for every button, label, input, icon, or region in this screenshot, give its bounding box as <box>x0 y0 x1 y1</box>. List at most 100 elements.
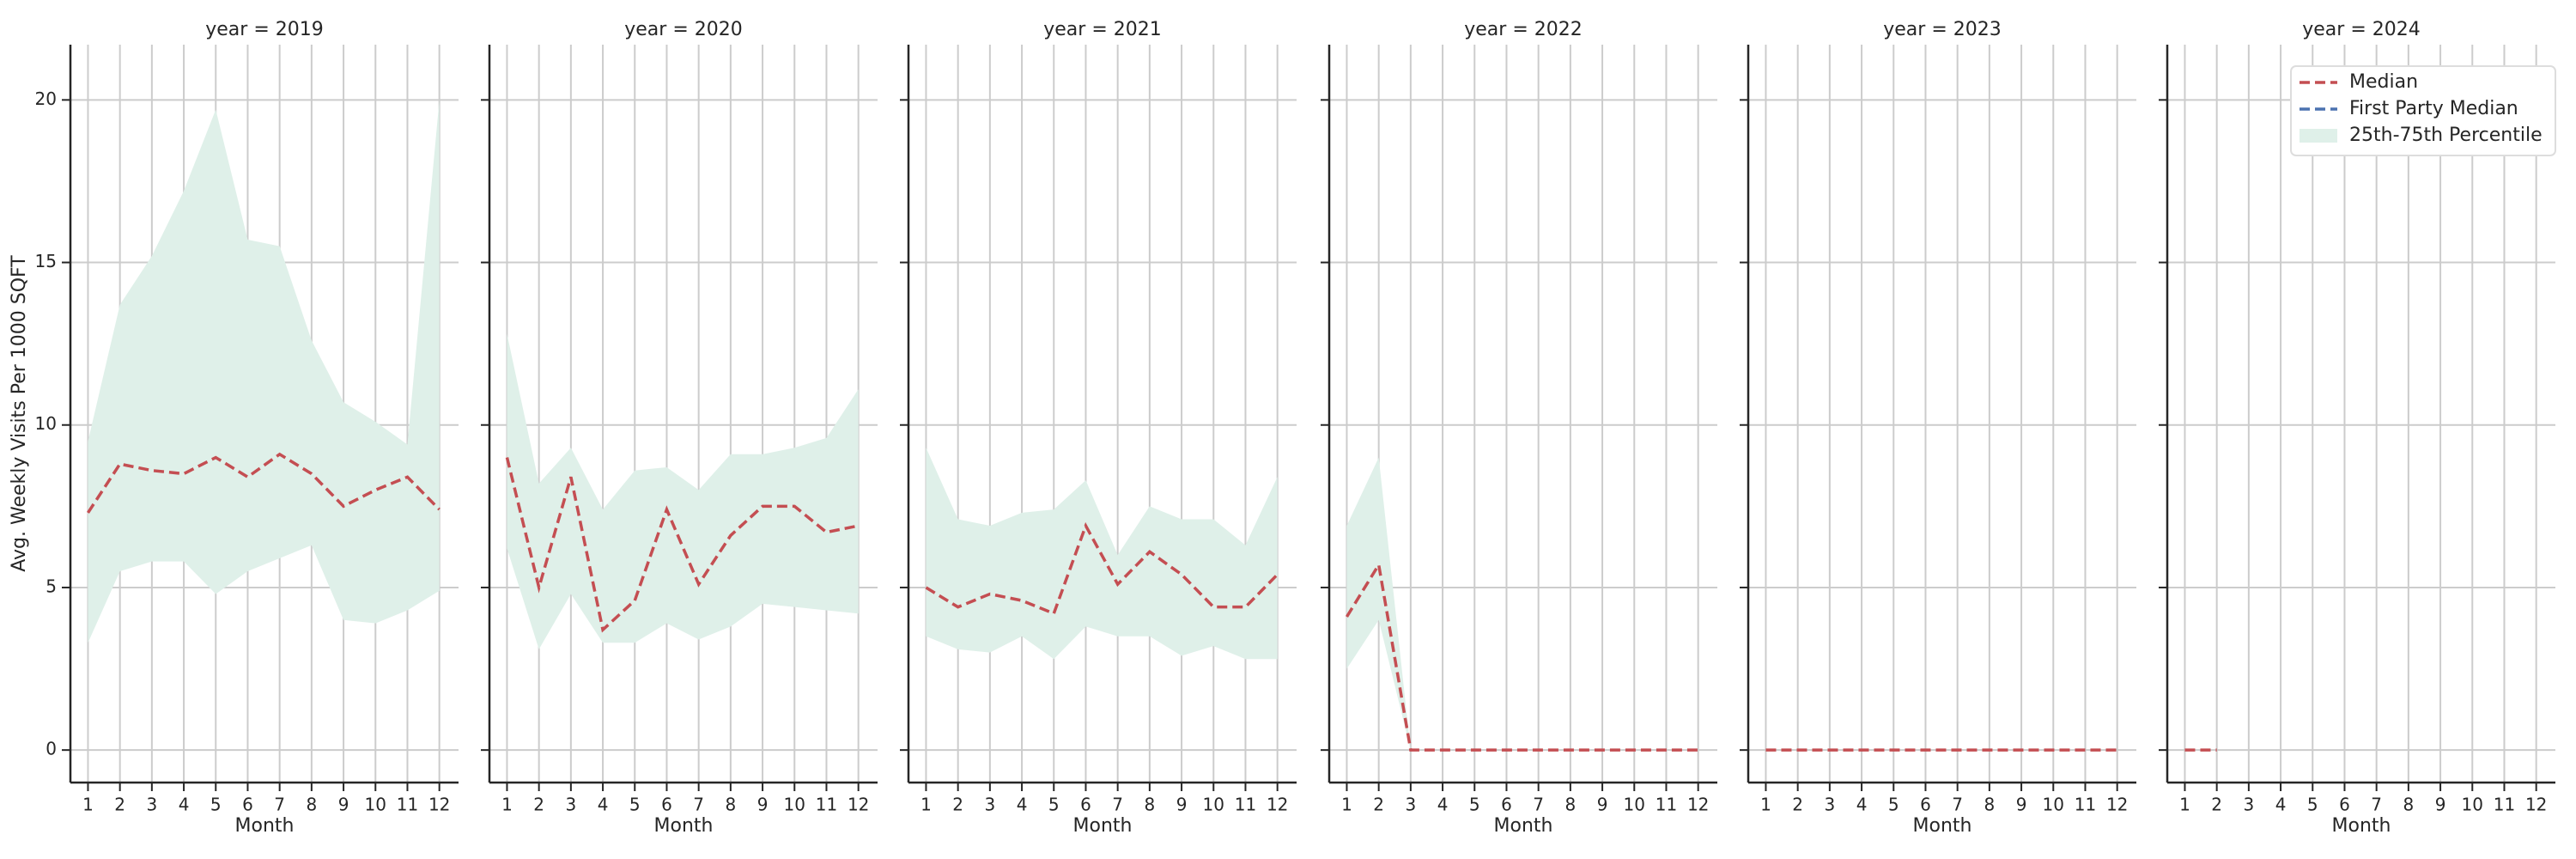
x-tick-label: 7 <box>1533 795 1544 815</box>
x-tick-label: 10 <box>365 795 386 815</box>
y-tick-label: 5 <box>46 576 57 596</box>
x-tick-label: 7 <box>274 795 285 815</box>
x-tick-label: 8 <box>1984 795 1996 815</box>
percentile-band <box>507 333 859 649</box>
legend-label: 25th-75th Percentile <box>2349 125 2543 146</box>
x-tick-label: 11 <box>2075 795 2096 815</box>
x-tick-label: 2 <box>1373 795 1384 815</box>
median-line <box>86 452 440 514</box>
facet-title: year = 2020 <box>624 19 743 40</box>
x-tick-label: 7 <box>693 795 704 815</box>
x-tick-label: 4 <box>598 795 609 815</box>
x-axis-label: Month <box>235 815 295 837</box>
x-tick-label: 6 <box>661 795 672 815</box>
x-tick-label: 3 <box>146 795 157 815</box>
x-tick-label: 10 <box>1624 795 1645 815</box>
y-tick-label: 20 <box>35 88 57 109</box>
legend-swatch <box>2300 129 2337 143</box>
x-tick-label: 11 <box>816 795 837 815</box>
x-axis-label: Month <box>654 815 714 837</box>
x-axis-label: Month <box>1494 815 1553 837</box>
x-tick-label: 9 <box>2435 795 2446 815</box>
x-tick-label: 7 <box>2371 795 2382 815</box>
x-tick-label: 6 <box>1080 795 1091 815</box>
x-tick-label: 12 <box>1267 795 1288 815</box>
x-tick-label: 3 <box>984 795 995 815</box>
x-tick-label: 9 <box>338 795 349 815</box>
x-tick-label: 2 <box>114 795 125 815</box>
median-line <box>505 457 860 633</box>
x-tick-label: 8 <box>2403 795 2415 815</box>
y-tick-label: 15 <box>35 251 57 271</box>
x-tick-label: 5 <box>210 795 222 815</box>
x-tick-label: 11 <box>397 795 418 815</box>
x-tick-label: 6 <box>1920 795 1931 815</box>
x-tick-label: 5 <box>1048 795 1060 815</box>
x-tick-label: 3 <box>2243 795 2254 815</box>
x-tick-label: 4 <box>179 795 190 815</box>
x-tick-label: 11 <box>1235 795 1256 815</box>
x-tick-label: 3 <box>565 795 576 815</box>
x-tick-label: 2 <box>1792 795 1803 815</box>
x-tick-label: 10 <box>784 795 805 815</box>
x-tick-label: 3 <box>1824 795 1835 815</box>
x-tick-label: 1 <box>2179 795 2190 815</box>
median-line <box>1345 560 1698 752</box>
facet-title: year = 2021 <box>1043 19 1162 40</box>
x-tick-label: 11 <box>1656 795 1677 815</box>
x-tick-label: 9 <box>1597 795 1608 815</box>
facet-title: year = 2024 <box>2302 19 2421 40</box>
x-tick-label: 8 <box>1145 795 1156 815</box>
x-tick-label: 12 <box>2106 795 2128 815</box>
x-tick-label: 7 <box>1112 795 1123 815</box>
x-tick-label: 12 <box>428 795 450 815</box>
x-tick-label: 10 <box>1203 795 1224 815</box>
x-tick-label: 1 <box>501 795 513 815</box>
x-tick-label: 2 <box>533 795 544 815</box>
x-tick-label: 1 <box>1760 795 1771 815</box>
x-tick-label: 8 <box>726 795 737 815</box>
x-tick-label: 4 <box>1017 795 1028 815</box>
x-tick-label: 9 <box>2016 795 2027 815</box>
x-tick-label: 5 <box>629 795 641 815</box>
facet-title: year = 2019 <box>205 19 324 40</box>
x-tick-label: 5 <box>1888 795 1899 815</box>
x-tick-label: 12 <box>848 795 869 815</box>
facet-title: year = 2023 <box>1883 19 2002 40</box>
x-tick-label: 1 <box>1341 795 1352 815</box>
x-tick-label: 12 <box>1687 795 1709 815</box>
x-tick-label: 9 <box>757 795 769 815</box>
x-tick-label: 11 <box>2494 795 2515 815</box>
x-axis-label: Month <box>1073 815 1133 837</box>
x-tick-label: 4 <box>2275 795 2287 815</box>
x-tick-label: 6 <box>1501 795 1512 815</box>
x-tick-label: 1 <box>82 795 94 815</box>
x-axis-label: Month <box>2332 815 2391 837</box>
x-tick-label: 12 <box>2525 795 2547 815</box>
x-tick-label: 5 <box>1469 795 1480 815</box>
legend-label: First Party Median <box>2349 98 2518 119</box>
legend-box <box>2290 65 2556 156</box>
facet-title: year = 2022 <box>1464 19 1583 40</box>
legend-label: Median <box>2349 71 2418 93</box>
y-axis-label: Avg. Weekly Visits Per 1000 SQFT <box>9 255 30 572</box>
x-tick-label: 4 <box>1856 795 1868 815</box>
x-tick-label: 7 <box>1952 795 1963 815</box>
median-line <box>925 521 1279 616</box>
x-tick-label: 10 <box>2462 795 2483 815</box>
percentile-band <box>1346 457 1698 751</box>
y-tick-label: 0 <box>46 739 57 759</box>
x-tick-label: 9 <box>1176 795 1188 815</box>
y-tick-label: 10 <box>35 413 57 434</box>
x-tick-label: 2 <box>952 795 963 815</box>
x-tick-label: 8 <box>307 795 318 815</box>
x-tick-label: 6 <box>242 795 253 815</box>
x-tick-label: 5 <box>2307 795 2318 815</box>
x-tick-label: 6 <box>2339 795 2350 815</box>
x-tick-label: 4 <box>1437 795 1449 815</box>
x-tick-label: 3 <box>1405 795 1416 815</box>
x-axis-label: Month <box>1913 815 1972 837</box>
x-tick-label: 1 <box>920 795 932 815</box>
x-tick-label: 8 <box>1565 795 1577 815</box>
